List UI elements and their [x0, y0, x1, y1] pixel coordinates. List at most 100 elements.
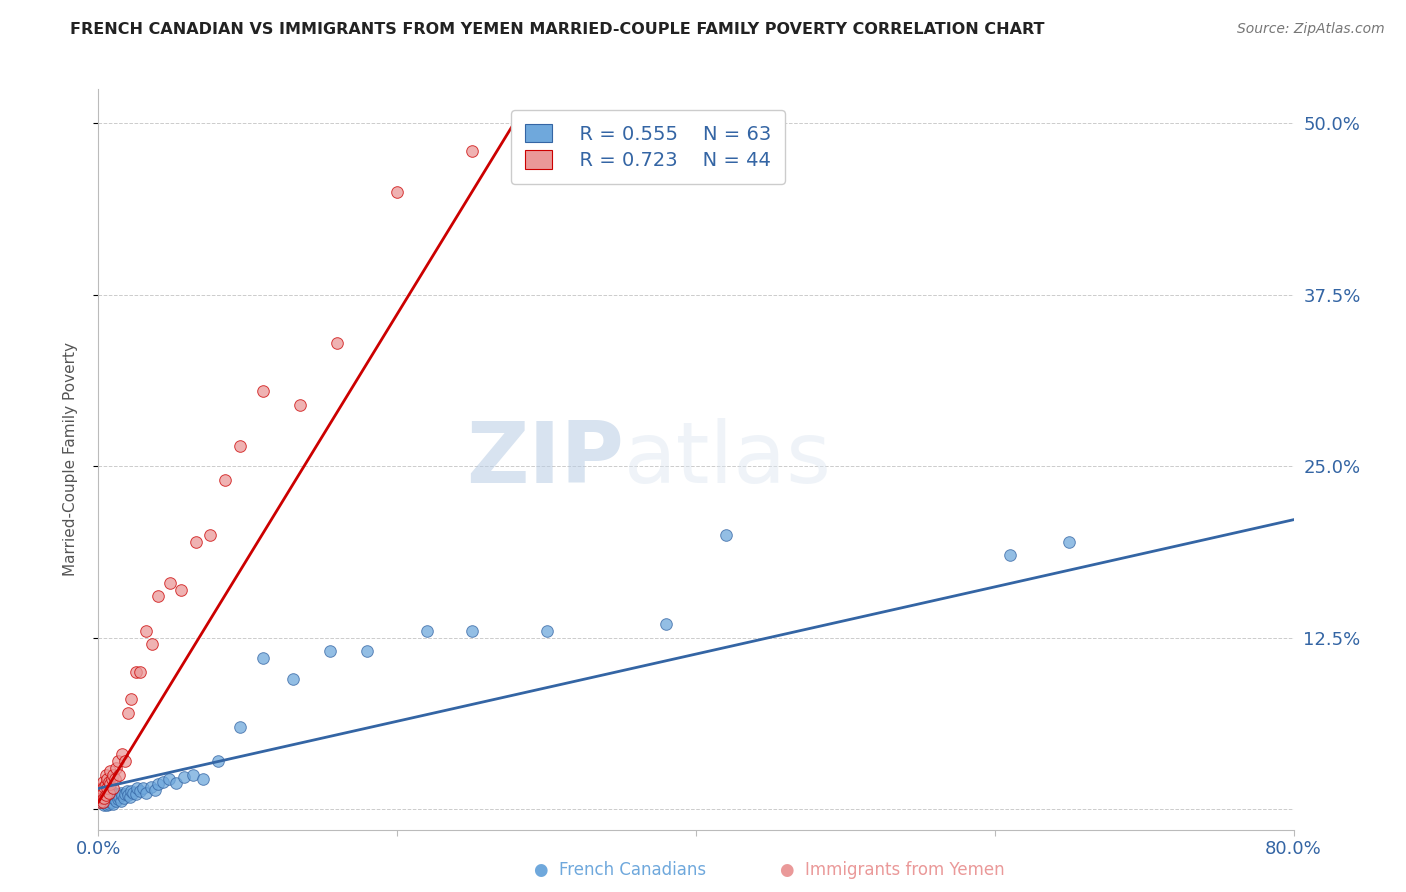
- Point: [461, 144, 484, 158]
- Point: [98, 777, 122, 791]
- Point: [103, 791, 125, 805]
- Point: [326, 335, 349, 350]
- Point: [165, 776, 187, 790]
- Point: [191, 772, 214, 786]
- Point: [120, 784, 142, 798]
- Point: [536, 624, 558, 638]
- Point: [129, 784, 152, 798]
- Point: [135, 624, 157, 638]
- Point: [97, 787, 120, 801]
- Point: [97, 797, 120, 811]
- Point: [117, 789, 139, 803]
- Point: [714, 528, 737, 542]
- Text: ZIP: ZIP: [467, 417, 624, 501]
- Point: [319, 644, 342, 658]
- Text: Source: ZipAtlas.com: Source: ZipAtlas.com: [1237, 22, 1385, 37]
- Point: [93, 791, 115, 805]
- Point: [169, 582, 191, 597]
- Point: [143, 782, 166, 797]
- Point: [461, 624, 484, 638]
- Point: [200, 528, 222, 542]
- Point: [129, 665, 152, 679]
- Point: [132, 781, 155, 796]
- Legend:   R = 0.555    N = 63,   R = 0.723    N = 44: R = 0.555 N = 63, R = 0.723 N = 44: [510, 110, 786, 184]
- Point: [96, 797, 118, 812]
- Point: [173, 771, 195, 785]
- Point: [104, 772, 127, 786]
- Point: [416, 624, 439, 638]
- Point: [112, 791, 135, 805]
- Point: [90, 795, 112, 809]
- Point: [114, 787, 136, 801]
- Point: [97, 774, 120, 789]
- Point: [152, 774, 174, 789]
- Point: [111, 789, 134, 803]
- Point: [157, 772, 180, 786]
- Point: [89, 795, 111, 809]
- Point: [91, 795, 114, 809]
- Point: [103, 786, 125, 800]
- Point: [108, 789, 131, 804]
- Point: [108, 768, 131, 782]
- Point: [115, 784, 138, 798]
- Point: [103, 797, 125, 811]
- Point: [207, 754, 229, 768]
- Point: [141, 637, 163, 651]
- Point: [127, 781, 149, 796]
- Point: [281, 672, 304, 686]
- Point: [97, 786, 120, 800]
- Point: [125, 787, 148, 801]
- Point: [229, 439, 252, 453]
- Point: [159, 575, 181, 590]
- Point: [181, 768, 204, 782]
- Point: [103, 781, 125, 796]
- Point: [125, 665, 148, 679]
- Point: [107, 792, 129, 806]
- Point: [91, 786, 114, 800]
- Point: [98, 786, 122, 800]
- Point: [98, 764, 122, 778]
- Point: [101, 784, 124, 798]
- Point: [90, 791, 112, 805]
- Point: [94, 791, 117, 805]
- Point: [184, 534, 207, 549]
- Point: [107, 754, 129, 768]
- Point: [94, 768, 117, 782]
- Point: [105, 789, 128, 803]
- Point: [252, 384, 274, 398]
- Point: [97, 792, 120, 806]
- Point: [998, 549, 1021, 563]
- Point: [135, 786, 157, 800]
- Point: [288, 398, 311, 412]
- Point: [93, 780, 115, 794]
- Point: [107, 787, 129, 801]
- Point: [98, 791, 122, 805]
- Text: ●  French Canadians: ● French Canadians: [534, 861, 706, 879]
- Point: [101, 772, 124, 786]
- Point: [96, 781, 118, 796]
- Point: [117, 706, 139, 720]
- Point: [110, 794, 132, 808]
- Point: [103, 768, 125, 782]
- Point: [1059, 534, 1081, 549]
- Point: [93, 792, 115, 806]
- Text: atlas: atlas: [624, 417, 832, 501]
- Point: [110, 786, 132, 800]
- Point: [91, 795, 114, 809]
- Point: [94, 777, 117, 791]
- Text: ●  Immigrants from Yemen: ● Immigrants from Yemen: [780, 861, 1005, 879]
- Point: [96, 789, 118, 803]
- Point: [93, 797, 115, 812]
- Point: [98, 795, 122, 809]
- Point: [148, 590, 170, 604]
- Point: [101, 789, 124, 804]
- Point: [385, 185, 409, 199]
- Point: [118, 789, 141, 804]
- Point: [356, 644, 378, 658]
- Point: [121, 786, 143, 800]
- Point: [148, 777, 170, 791]
- Point: [90, 781, 112, 796]
- Point: [114, 754, 136, 768]
- Point: [214, 473, 236, 487]
- Point: [655, 616, 678, 631]
